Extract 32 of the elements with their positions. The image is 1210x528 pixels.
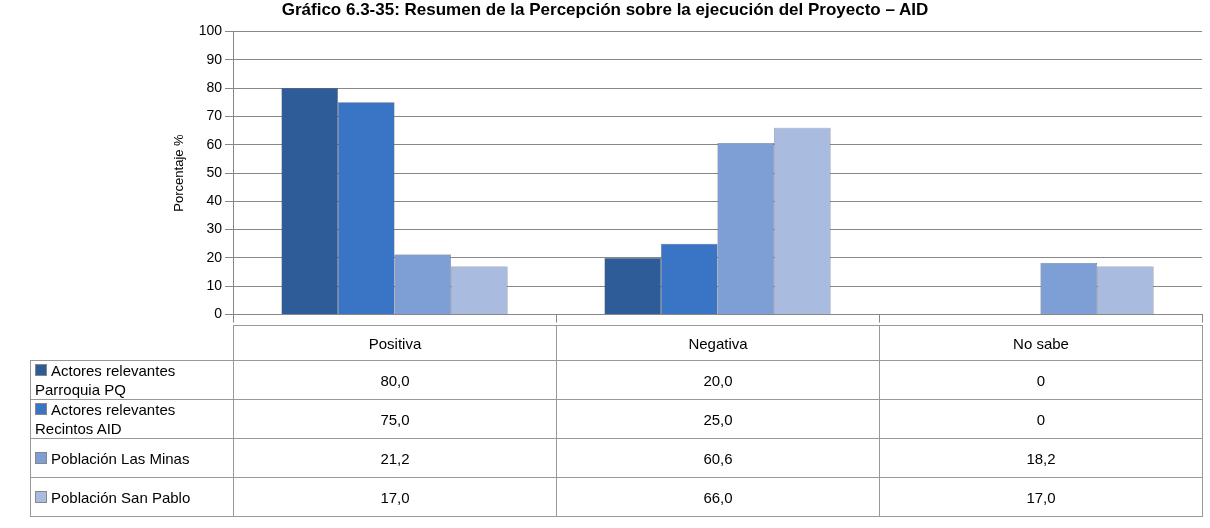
y-axis-title: Porcentaje %	[171, 133, 187, 212]
y-tick-label: 80	[206, 78, 223, 95]
y-tick-label: 90	[206, 50, 223, 67]
data-label: 25,0	[556, 399, 880, 439]
x-tick-label: No sabe	[879, 325, 1203, 361]
x-tick-label: Positiva	[233, 325, 557, 361]
y-tick-label: 30	[206, 220, 223, 237]
data-label: 66,0	[556, 477, 880, 517]
data-label: 0	[879, 399, 1203, 439]
legend-label: Actores relevantes Recintos AID	[30, 399, 234, 439]
data-label: 21,2	[233, 438, 557, 478]
y-tick-label: 50	[206, 163, 223, 180]
legend-label: Población San Pablo	[30, 477, 234, 517]
legend-label: Actores relevantes Parroquia PQ	[30, 360, 234, 400]
y-tick-label: 40	[206, 192, 223, 209]
y-tick-label: 20	[206, 248, 223, 265]
y-tick-label: 60	[206, 135, 223, 152]
data-label: 0	[879, 360, 1203, 400]
y-tick-label: 100	[198, 22, 223, 39]
y-tick-label: 10	[206, 277, 223, 294]
data-label: 17,0	[233, 477, 557, 517]
data-label: 20,0	[556, 360, 880, 400]
data-label: 18,2	[879, 438, 1203, 478]
y-tick-label: 70	[206, 107, 223, 124]
x-tick-label: Negativa	[556, 325, 880, 361]
y-tick-label: 0	[214, 305, 223, 322]
chart-title: Gráfico 6.3-35: Resumen de la Percepción sobre la ejecución del Proyecto – AID	[280, 0, 930, 20]
data-label: 60,6	[556, 438, 880, 478]
data-label: 17,0	[879, 477, 1203, 517]
data-label: 75,0	[233, 399, 557, 439]
data-label: 80,0	[233, 360, 557, 400]
legend-label: Población Las Minas	[30, 438, 234, 478]
